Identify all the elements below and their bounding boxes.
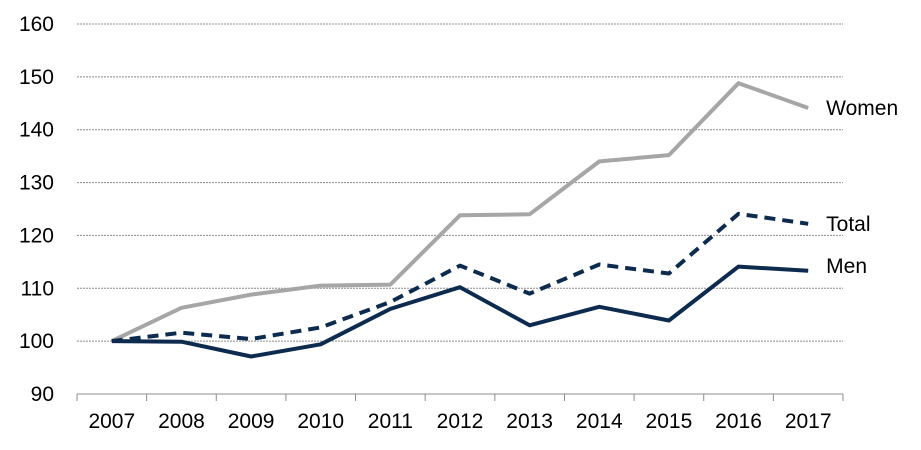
series-label-men: Men — [826, 255, 867, 278]
x-tick-label-2015: 2015 — [646, 410, 693, 433]
series-line-total — [111, 211, 809, 344]
series-layer — [110, 81, 809, 359]
series-label-women: Women — [826, 97, 898, 120]
grid-layer — [77, 23, 843, 342]
y-tick-label-160: 160 — [19, 13, 54, 36]
y-tick-label-100: 100 — [19, 330, 54, 353]
y-tick-label-140: 140 — [19, 119, 54, 142]
y-tick-label-120: 120 — [19, 224, 54, 247]
y-tick-label-110: 110 — [21, 277, 54, 300]
x-tick-label-2014: 2014 — [576, 410, 623, 433]
x-tick-label-2007: 2007 — [88, 410, 135, 433]
series-label-total: Total — [826, 213, 870, 236]
y-tick-label-150: 150 — [19, 66, 54, 89]
x-tick-label-2016: 2016 — [715, 410, 762, 433]
x-tick-label-2010: 2010 — [297, 410, 344, 433]
y-tick-label-130: 130 — [19, 172, 54, 195]
label-layer: Women Total Men — [826, 97, 898, 278]
x-tick-label-2011: 2011 — [368, 410, 413, 433]
x-tick-label-2012: 2012 — [437, 410, 484, 433]
y-tick-label-90: 90 — [31, 383, 54, 406]
series-line-women — [110, 81, 809, 343]
x-tick-label-2013: 2013 — [506, 410, 553, 433]
axis-layer: 90 100 110 120 130 140 150 160 2007 2008 2009 2010 2… — [19, 13, 844, 433]
x-tick-label-2009: 2009 — [228, 410, 275, 433]
x-tick-label-2008: 2008 — [158, 410, 205, 433]
series-line-men — [111, 264, 809, 359]
x-tick-label-2017: 2017 — [785, 410, 832, 433]
